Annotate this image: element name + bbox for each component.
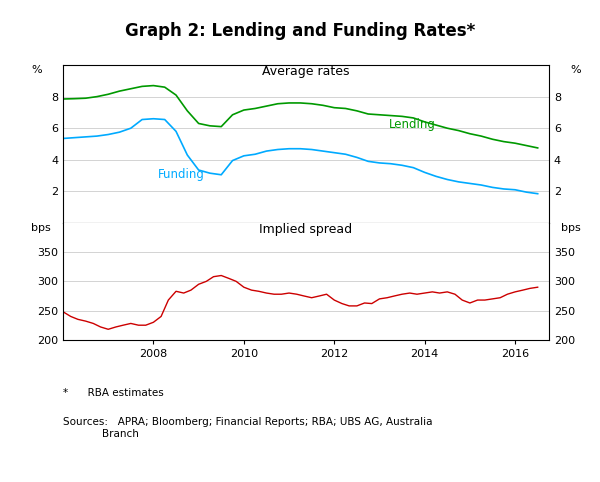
- Text: %: %: [31, 65, 42, 75]
- Text: Implied spread: Implied spread: [259, 223, 353, 236]
- Text: *      RBA estimates: * RBA estimates: [63, 388, 164, 398]
- Text: Graph 2: Lending and Funding Rates*: Graph 2: Lending and Funding Rates*: [125, 22, 475, 40]
- Text: Lending: Lending: [389, 118, 436, 131]
- Text: bps: bps: [31, 223, 51, 233]
- Text: Average rates: Average rates: [262, 65, 350, 78]
- Text: bps: bps: [561, 223, 581, 233]
- Text: %: %: [570, 65, 581, 75]
- Text: Sources:   APRA; Bloomberg; Financial Reports; RBA; UBS AG, Australia
          : Sources: APRA; Bloomberg; Financial Repo…: [63, 417, 433, 439]
- Text: Funding: Funding: [158, 168, 205, 181]
